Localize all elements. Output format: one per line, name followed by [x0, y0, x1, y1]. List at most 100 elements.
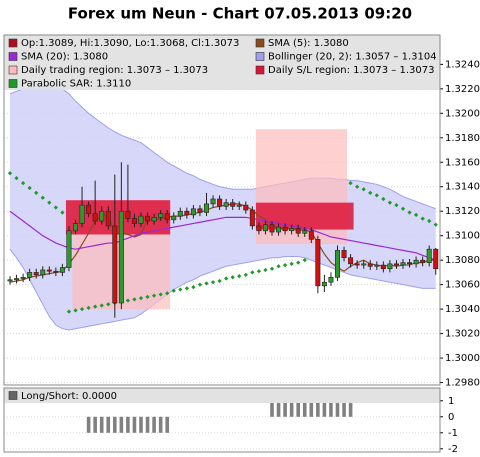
y-tick-label: 1.3140 [445, 182, 480, 193]
sar-dot [407, 210, 412, 215]
sar-dot [158, 292, 163, 297]
bar [283, 400, 287, 417]
candle-body [112, 225, 118, 304]
bar [270, 400, 274, 417]
candle-body [66, 230, 72, 268]
legend-swatch [8, 79, 18, 88]
candle-body [230, 202, 236, 207]
candle-body [158, 213, 164, 218]
candle-body [223, 202, 229, 207]
sar-dot [250, 270, 255, 275]
sar-dot [263, 267, 268, 273]
bar [152, 416, 156, 433]
sar-dot [256, 269, 262, 274]
sar-dot [178, 287, 183, 292]
sar-dot [237, 273, 242, 279]
bar [86, 416, 91, 433]
candle-body [118, 210, 124, 304]
sar-dot [355, 184, 360, 189]
candle-body [217, 198, 223, 207]
candle-body [27, 272, 33, 278]
bar [113, 416, 117, 433]
chart-title: Forex um Neun - Chart 07.05.2013 09:20 [68, 5, 412, 23]
sar-dot [420, 216, 425, 221]
sar-dot [47, 200, 52, 205]
legend-swatch [8, 391, 18, 400]
sar-dot [289, 261, 294, 266]
plot-frame [3, 387, 441, 453]
y-tick-label: -1 [448, 428, 458, 439]
y-tick-label: 1.3180 [445, 133, 480, 144]
sar-dot [60, 210, 65, 215]
sar-dot [282, 262, 288, 268]
candle-body [328, 277, 334, 283]
sar-dot [204, 281, 209, 286]
y-tick-label: -2 [448, 444, 458, 455]
sar-dot [374, 193, 379, 198]
candle-body [341, 250, 347, 259]
bar [139, 416, 143, 433]
sar-dot [427, 218, 432, 224]
sar-dot [348, 180, 353, 186]
sar-dot [361, 187, 366, 192]
sar-dot [387, 200, 393, 205]
sar-dot [171, 288, 176, 293]
candle-body [184, 210, 190, 216]
candle-body [204, 203, 210, 213]
legend-swatch [255, 52, 265, 61]
candle-body [393, 263, 399, 266]
bar [329, 400, 333, 417]
sar-dot [368, 190, 373, 195]
candle-body [420, 259, 426, 263]
y-tick-label: 1.3200 [445, 108, 480, 119]
candle-body [33, 272, 39, 276]
candle-body [262, 224, 268, 232]
bar [342, 400, 346, 417]
sma-line [9, 210, 436, 261]
candle-body [14, 278, 20, 281]
y-tick-label: 1.3100 [445, 231, 480, 242]
candle-body [426, 248, 432, 263]
bar [335, 400, 340, 417]
sar-dot [20, 180, 26, 186]
candle-body [256, 225, 262, 232]
candle-body [86, 204, 92, 214]
sar-dot [27, 185, 32, 191]
legend-label: SMA (5): 1.3080 [268, 38, 349, 49]
legend-label: Daily trading region: 1.3073 – 1.3073 [21, 65, 208, 76]
candle-body [374, 264, 380, 267]
bar [296, 400, 300, 417]
sar-dot [269, 266, 275, 271]
sar-dot [132, 297, 137, 302]
candle-body [46, 269, 52, 272]
candle-body [99, 210, 105, 222]
candle-body [236, 204, 242, 207]
legend-swatch [8, 52, 18, 61]
candle-body [197, 208, 203, 213]
bollinger-lower [9, 248, 436, 331]
bar [119, 416, 124, 433]
price-panel: 1.2980 1.3000 1.3020 1.3040 1.3060 1.3080 1.31… [3, 34, 480, 389]
legend-label: Bollinger (20, 2): 1.3057 – 1.3104 [268, 52, 437, 63]
candle-body [92, 213, 98, 222]
sar-dot [394, 202, 399, 208]
candle-body [367, 263, 373, 267]
y-tick-label: 1.3080 [445, 255, 480, 266]
sar-dot [296, 260, 301, 265]
candle-body [380, 264, 386, 270]
candle-body [105, 210, 111, 227]
candle-body [276, 226, 282, 233]
bar [322, 400, 327, 417]
sar-dot [224, 276, 229, 281]
legend-label: Parabolic SAR: 1.3110 [21, 79, 131, 90]
candle-body [177, 210, 183, 217]
legend-label: Long/Short: 0.0000 [21, 391, 117, 402]
bar [126, 416, 130, 433]
bar [348, 400, 353, 417]
candle-body [354, 263, 360, 266]
candle-body [138, 215, 144, 224]
y-tick-label: 1.3160 [445, 157, 480, 168]
y-tick-label: 1.3060 [445, 280, 480, 291]
sar-dot [197, 282, 203, 287]
y-tick-label: 1.3120 [445, 206, 480, 217]
